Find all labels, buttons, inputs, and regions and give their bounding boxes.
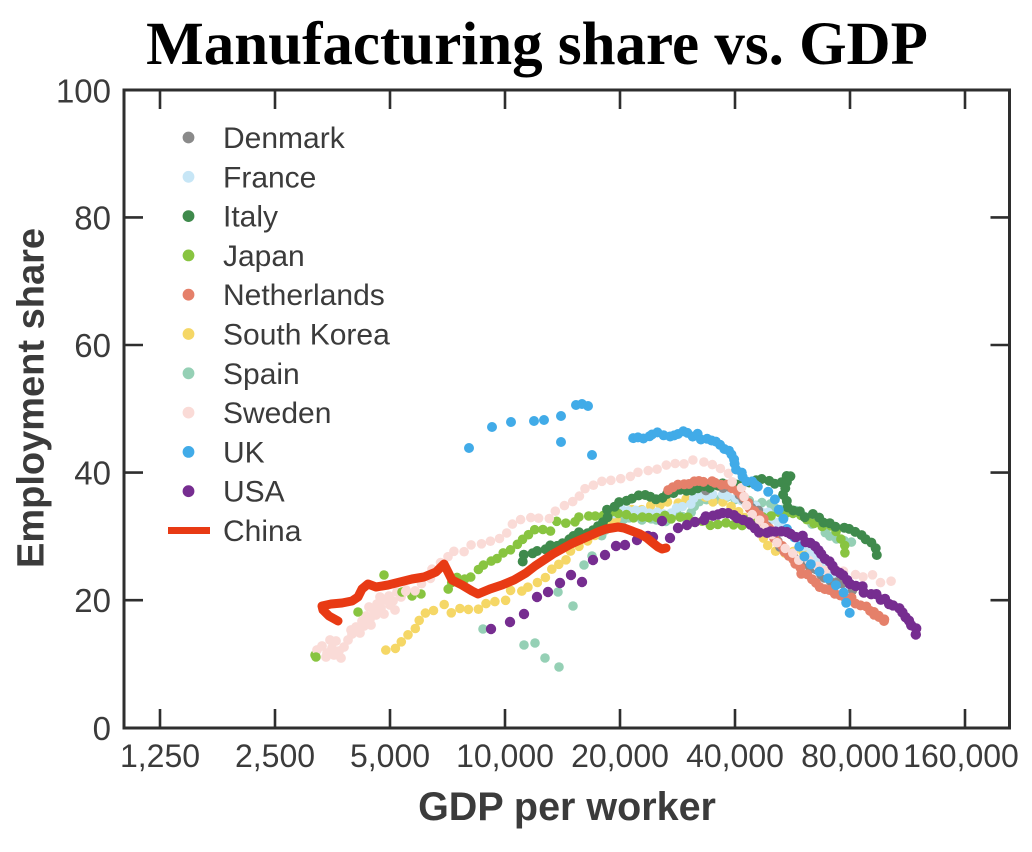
svg-text:2,500: 2,500 xyxy=(235,738,315,774)
svg-text:Sweden: Sweden xyxy=(223,397,331,430)
svg-text:UK: UK xyxy=(223,436,265,469)
svg-text:Japan: Japan xyxy=(223,240,305,273)
svg-text:10,000: 10,000 xyxy=(456,738,554,774)
svg-text:20,000: 20,000 xyxy=(571,738,669,774)
svg-text:40,000: 40,000 xyxy=(686,738,784,774)
svg-text:Italy: Italy xyxy=(223,201,278,234)
svg-text:5,000: 5,000 xyxy=(350,738,430,774)
svg-text:Denmark: Denmark xyxy=(223,122,346,155)
svg-text:0: 0 xyxy=(93,710,111,747)
svg-text:20: 20 xyxy=(74,582,111,619)
svg-text:Manufacturing share vs. GDP: Manufacturing share vs. GDP xyxy=(146,11,928,78)
svg-text:Spain: Spain xyxy=(223,358,300,391)
svg-text:40: 40 xyxy=(74,455,111,492)
svg-text:100: 100 xyxy=(56,73,111,110)
svg-text:China: China xyxy=(223,515,302,548)
svg-text:Netherlands: Netherlands xyxy=(223,279,385,312)
svg-text:South Korea: South Korea xyxy=(223,319,390,352)
svg-text:France: France xyxy=(223,161,316,194)
svg-text:60: 60 xyxy=(74,327,111,364)
svg-text:80,000: 80,000 xyxy=(801,738,899,774)
svg-text:GDP per worker: GDP per worker xyxy=(418,785,716,829)
svg-text:80: 80 xyxy=(74,199,111,236)
svg-text:160,000: 160,000 xyxy=(903,738,1019,774)
svg-text:1,250: 1,250 xyxy=(120,738,200,774)
svg-text:Employment share: Employment share xyxy=(11,228,53,568)
svg-text:USA: USA xyxy=(223,476,285,509)
